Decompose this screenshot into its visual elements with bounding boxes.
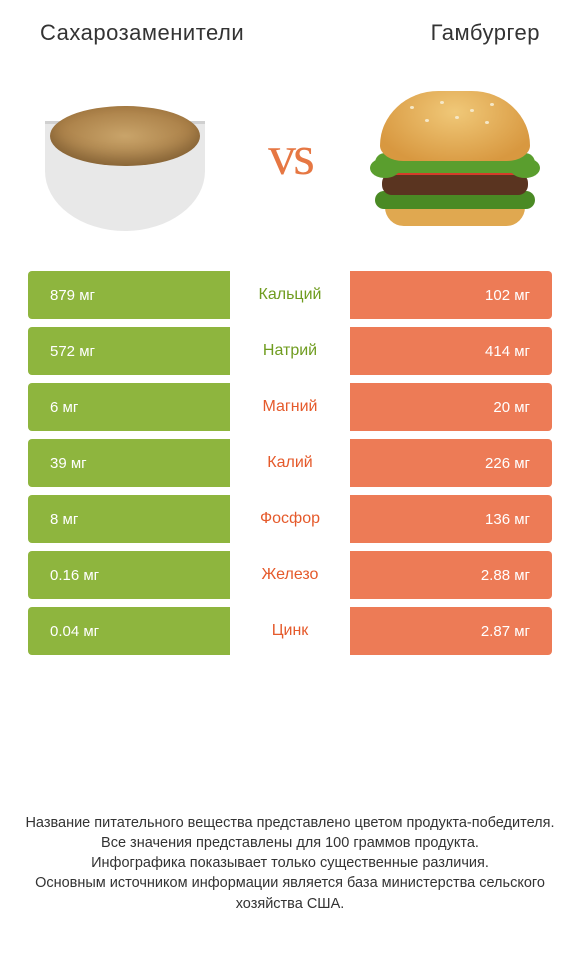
- left-value: 572 мг: [28, 327, 230, 375]
- right-value: 226 мг: [350, 439, 552, 487]
- nutrient-label: Кальций: [230, 271, 350, 319]
- right-value: 2.88 мг: [350, 551, 552, 599]
- right-food-image: [365, 66, 545, 246]
- footer-line: Основным источником информации является …: [20, 873, 560, 914]
- nutrient-label: Железо: [230, 551, 350, 599]
- right-value: 136 мг: [350, 495, 552, 543]
- images-row: vs: [0, 56, 580, 271]
- vs-label: vs: [268, 124, 312, 188]
- nutrient-label: Магний: [230, 383, 350, 431]
- nutrient-label: Калий: [230, 439, 350, 487]
- nutrient-row: 8 мгФосфор136 мг: [28, 495, 552, 543]
- left-value: 879 мг: [28, 271, 230, 319]
- left-food-image: [35, 66, 215, 246]
- bowl-icon: [45, 81, 205, 231]
- nutrient-row: 0.16 мгЖелезо2.88 мг: [28, 551, 552, 599]
- footer-text: Название питательного вещества представл…: [0, 813, 580, 914]
- left-value: 0.04 мг: [28, 607, 230, 655]
- left-value: 0.16 мг: [28, 551, 230, 599]
- left-value: 8 мг: [28, 495, 230, 543]
- nutrient-row: 39 мгКалий226 мг: [28, 439, 552, 487]
- title-left: Сахарозаменители: [40, 20, 290, 46]
- title-right: Гамбургер: [290, 20, 540, 46]
- right-value: 20 мг: [350, 383, 552, 431]
- nutrient-row: 572 мгНатрий414 мг: [28, 327, 552, 375]
- right-value: 102 мг: [350, 271, 552, 319]
- burger-icon: [370, 81, 540, 231]
- nutrient-row: 0.04 мгЦинк2.87 мг: [28, 607, 552, 655]
- nutrient-label: Натрий: [230, 327, 350, 375]
- footer-line: Инфографика показывает только существенн…: [20, 853, 560, 873]
- nutrient-label: Цинк: [230, 607, 350, 655]
- nutrient-rows: 879 мгКальций102 мг 572 мгНатрий414 мг 6 м…: [0, 271, 580, 655]
- footer-line: Название питательного вещества представл…: [20, 813, 560, 833]
- right-value: 414 мг: [350, 327, 552, 375]
- nutrient-row: 879 мгКальций102 мг: [28, 271, 552, 319]
- right-value: 2.87 мг: [350, 607, 552, 655]
- nutrient-row: 6 мгМагний20 мг: [28, 383, 552, 431]
- left-value: 39 мг: [28, 439, 230, 487]
- left-value: 6 мг: [28, 383, 230, 431]
- nutrient-label: Фосфор: [230, 495, 350, 543]
- header: Сахарозаменители Гамбургер: [0, 0, 580, 56]
- footer-line: Все значения представлены для 100 граммо…: [20, 833, 560, 853]
